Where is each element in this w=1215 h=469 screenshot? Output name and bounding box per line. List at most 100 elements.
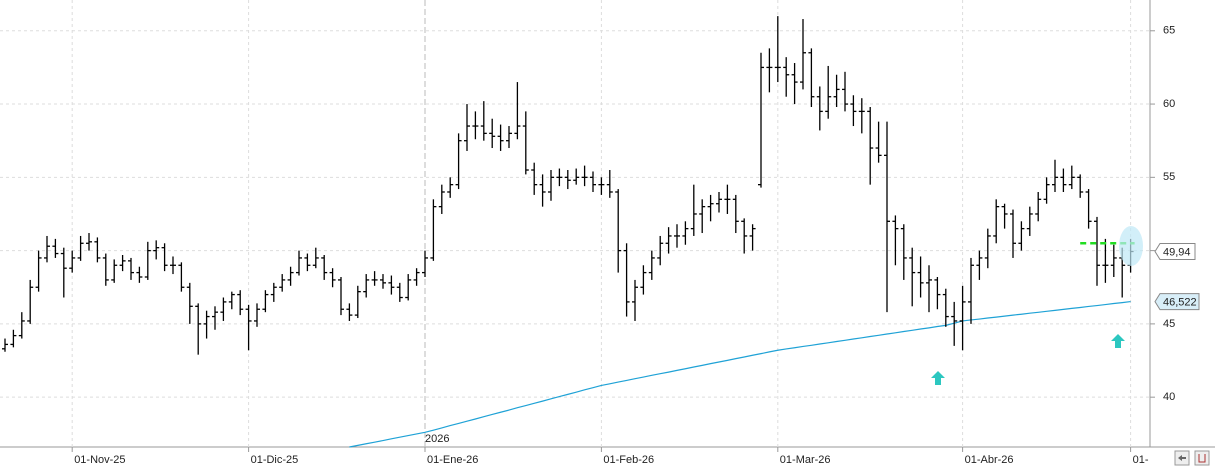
ohlc-bar [262,290,269,313]
ohlc-bar [186,282,193,324]
ohlc-bar [682,221,689,245]
x-tick-label: 01-Ene-26 [427,454,478,466]
ohlc-bar [976,250,983,280]
ohlc-bar [472,111,479,140]
ohlc-bar [842,71,848,112]
x-tick-label: 01-Nov-25 [74,454,125,466]
ohlc-bar [833,74,840,107]
ohlc-bar [497,124,504,151]
ohlc-bar [296,250,302,276]
ohlc-bar [94,237,101,263]
ohlc-bar [774,16,781,83]
x-tick-label: 01-Mar-26 [780,454,831,466]
price-marker [1154,242,1196,260]
ohlc-bar [480,101,487,141]
ohlc-bar [690,184,697,236]
ohlc-bar [951,301,958,346]
ohlc-bar [371,271,378,286]
ohlc-bar [749,224,756,251]
ohlc-bar [489,118,496,149]
ohlc-bar [329,268,336,288]
ohlc-bar [396,282,403,302]
ohlc-bar [220,297,227,321]
ohlc-bar [741,218,748,254]
ohlc-bar [1085,189,1092,229]
price-marker-label: 49,94 [1163,246,1191,258]
ohlc-bar [665,227,672,254]
ohlc-bar [338,276,344,316]
ohlc-bar [1052,159,1058,192]
ohlc-bar [850,95,857,127]
ohlc-bar [993,199,1000,244]
ohlc-bar [917,256,924,298]
ohlc-bar [35,250,42,292]
ohlc-bar [312,247,319,269]
ohlc-bar [245,304,252,351]
ohlc-bar [573,168,580,185]
year-annotation: 2026 [425,433,449,445]
ohlc-bar [1035,191,1042,222]
ohlc-bar [102,253,109,286]
ohlc-bar [875,121,882,163]
ohlc-bar [52,238,59,258]
ohlc-bar [136,266,143,283]
ohlc-bar [1001,203,1008,229]
price-marker-label: 46,522 [1163,296,1197,308]
ohlc-bar [405,274,412,301]
ohlc-bar [18,312,25,339]
ohlc-bar [27,279,34,324]
toolbar-icon [1198,454,1206,463]
ohlc-bar [674,224,680,248]
ohlc-bar [758,52,764,188]
ohlc-bar [1043,177,1050,204]
moving-average-line [349,300,1131,448]
ohlc-bar [438,184,445,214]
ohlc-bar [564,170,571,190]
ohlc-bar [161,243,168,272]
ohlc-bar [10,329,17,348]
ohlc-bar [144,241,151,280]
ohlc-bar [279,274,286,292]
ohlc-bar [556,168,563,187]
ohlc-bar [800,19,806,90]
ohlc-bar [388,275,395,295]
y-tick-label: 45 [1163,318,1175,330]
ohlc-bar [825,65,832,119]
ohlc-bar [60,247,67,298]
ohlc-bar [766,48,773,93]
ohlc-bar [959,285,966,351]
ohlc-bar [514,82,521,140]
ohlc-bar [590,171,596,192]
ohlc-bar [640,265,647,295]
y-tick-label: 65 [1163,25,1175,37]
toolbar-button[interactable] [1194,450,1210,466]
x-tick-label: 01-Dic-25 [251,454,299,466]
ohlc-bar [287,266,294,286]
ohlc-bar [1026,206,1033,236]
x-tick-label: 01- [1133,454,1149,466]
ohlc-bar [380,274,386,289]
ohlc-bar [212,306,218,330]
ohlc-bar [884,121,890,313]
ohlc-bar [1077,174,1084,198]
ohlc-bar [69,250,76,273]
ohlc-bar [254,303,260,327]
highlight [1119,226,1143,266]
ohlc-bar [354,285,361,319]
ohlc-bar [892,215,899,266]
ohlc-bar [648,250,655,280]
ohlc-bar [707,194,714,222]
y-tick-label: 40 [1163,391,1175,403]
ohlc-bar [623,243,630,317]
ohlc-bar [170,256,176,275]
ohlc-bar [522,111,529,175]
ohlc-bar [228,291,235,310]
ohlc-bar [783,57,790,97]
ohlc-bar [77,235,84,261]
ohlc-bar [1110,244,1117,277]
ohlc-bar [548,170,554,201]
ohlc-bar [413,268,420,286]
ohlc-bar [615,189,622,273]
ohlc-bar [178,262,185,292]
